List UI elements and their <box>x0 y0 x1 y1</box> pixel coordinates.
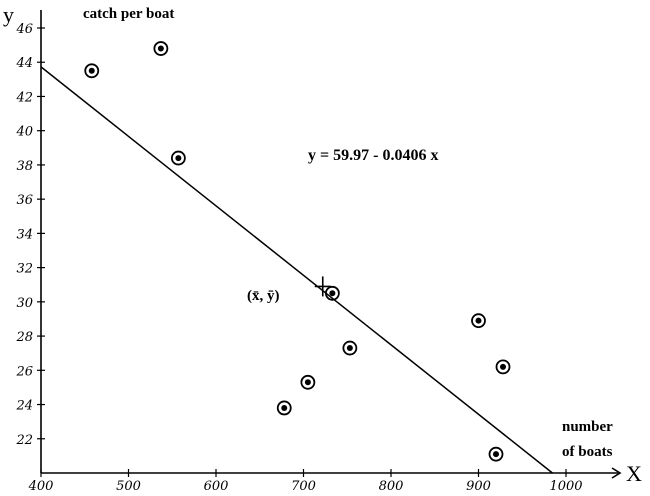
y-tick-label: 22 <box>15 433 33 448</box>
data-point <box>471 313 486 329</box>
y-tick-label: 44 <box>15 56 33 71</box>
x-tick-label: 800 <box>379 479 404 494</box>
y-ticks: 22 24 26 28 30 32 34 36 38 40 42 44 46 <box>15 22 45 448</box>
y-tick-label: 26 <box>15 364 33 379</box>
data-point <box>488 446 504 462</box>
x-tick-label: 700 <box>291 479 316 494</box>
x-tick-label: 600 <box>204 479 229 494</box>
mean-point-label: (x̄, ȳ) <box>247 288 280 304</box>
y-tick-label: 36 <box>16 193 33 208</box>
y-axis-title: catch per boat <box>83 6 174 22</box>
y-tick-label: 38 <box>16 159 33 174</box>
data-point <box>300 374 316 390</box>
data-point <box>170 150 186 166</box>
data-point <box>495 359 511 375</box>
y-tick-label: 40 <box>15 125 33 140</box>
y-axis-letter: y <box>3 2 14 27</box>
x-axis-arrow <box>611 467 622 479</box>
data-point <box>276 400 292 416</box>
x-tick-label: 500 <box>116 479 141 494</box>
data-point <box>324 285 340 301</box>
x-axis-title-line2: of boats <box>562 444 613 460</box>
x-axis-letter: X <box>626 461 642 486</box>
data-point <box>153 41 169 56</box>
x-tick-label: 1000 <box>549 479 582 494</box>
regression-line <box>40 66 553 474</box>
y-tick-label: 30 <box>16 296 33 311</box>
data-point <box>342 340 358 356</box>
data-point <box>84 63 100 79</box>
mean-point-marker <box>314 276 331 297</box>
y-tick-label: 32 <box>16 262 33 277</box>
x-tick-label: 400 <box>28 479 54 494</box>
regression-equation: y = 59.97 - 0.0406 x <box>308 147 438 164</box>
x-tick-label: 900 <box>466 479 491 494</box>
y-tick-label: 46 <box>15 22 33 37</box>
x-axis-title-line1: number <box>562 419 613 435</box>
data-points <box>84 41 511 462</box>
y-tick-label: 42 <box>15 90 33 105</box>
y-tick-label: 28 <box>15 330 33 345</box>
y-tick-label: 24 <box>15 399 33 414</box>
x-ticks: 400 500 600 700 800 900 1000 <box>28 469 583 494</box>
y-tick-label: 34 <box>16 227 33 242</box>
axes <box>40 10 622 479</box>
